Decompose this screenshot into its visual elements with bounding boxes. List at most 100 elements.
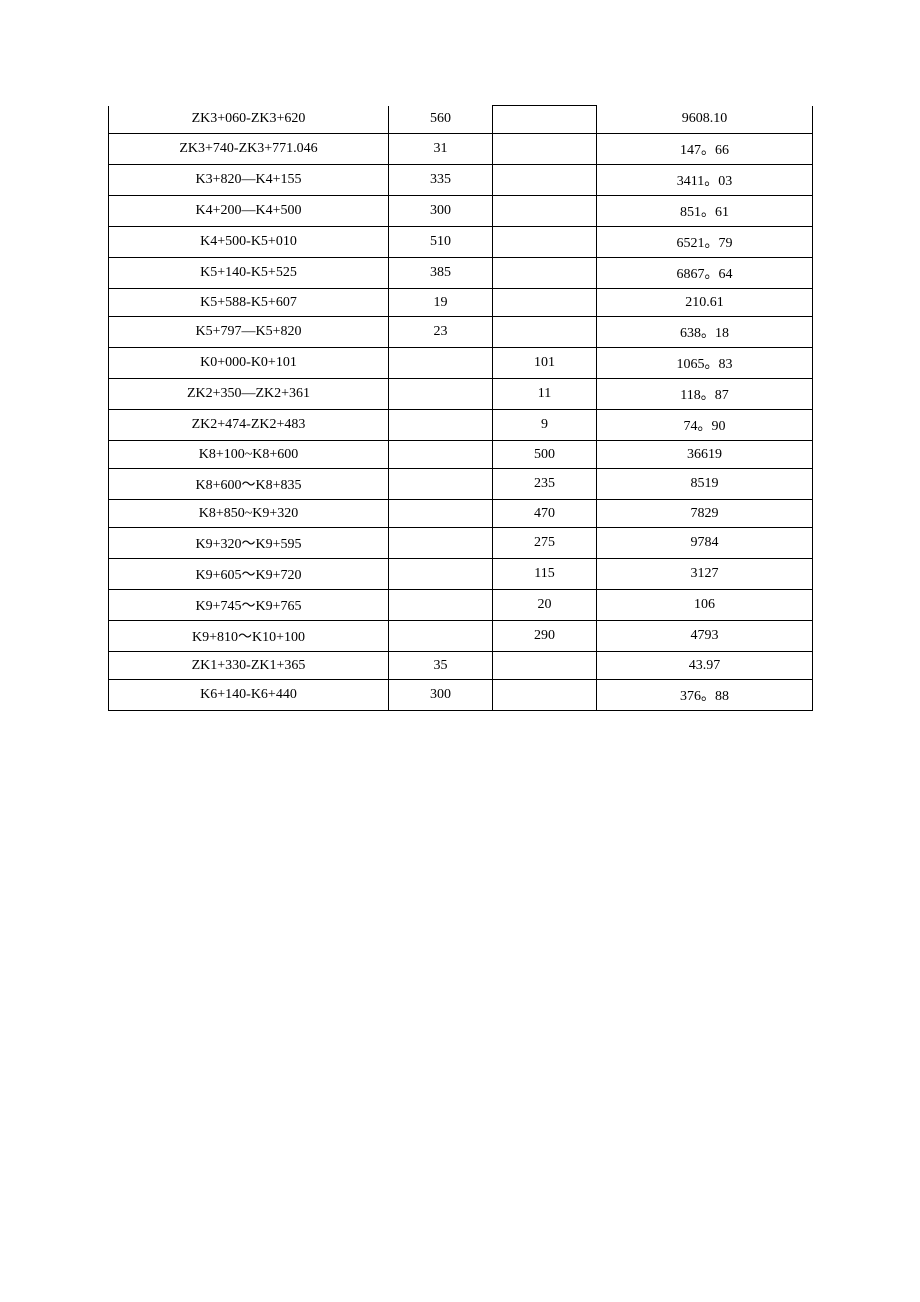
table-cell: 9784 bbox=[597, 528, 813, 559]
table-cell: 101 bbox=[493, 348, 597, 379]
table-cell bbox=[389, 500, 493, 528]
table-cell: K8+600～K8+835 bbox=[109, 469, 389, 500]
table-cell bbox=[389, 528, 493, 559]
table-row: K3+820—K4+155335 3411。03 bbox=[109, 165, 813, 196]
table-cell: ZK2+474-ZK2+483 bbox=[109, 410, 389, 441]
table-cell: 210.61 bbox=[597, 289, 813, 317]
table-cell bbox=[493, 317, 597, 348]
table-cell: 118。87 bbox=[597, 379, 813, 410]
table-cell: K9+810～K10+100 bbox=[109, 621, 389, 652]
table-cell: 300 bbox=[389, 196, 493, 227]
table-cell: 9 bbox=[493, 410, 597, 441]
table-cell: 74。90 bbox=[597, 410, 813, 441]
table-cell: ZK3+740-ZK3+771.046 bbox=[109, 134, 389, 165]
table-cell: 115 bbox=[493, 559, 597, 590]
table-cell: K5+797—K5+820 bbox=[109, 317, 389, 348]
table-row: K8+100~K8+600 50036619 bbox=[109, 441, 813, 469]
table-cell bbox=[389, 441, 493, 469]
table-cell: 470 bbox=[493, 500, 597, 528]
table-cell: K9+605～K9+720 bbox=[109, 559, 389, 590]
table-cell bbox=[389, 590, 493, 621]
table-cell bbox=[389, 621, 493, 652]
table-cell: 3127 bbox=[597, 559, 813, 590]
table-cell bbox=[389, 410, 493, 441]
table-cell bbox=[493, 258, 597, 289]
table-cell: 7829 bbox=[597, 500, 813, 528]
table-cell: 147。66 bbox=[597, 134, 813, 165]
table-cell bbox=[389, 379, 493, 410]
table-cell bbox=[493, 680, 597, 711]
table-row: K9+745～K9+765 20106 bbox=[109, 590, 813, 621]
table-cell bbox=[389, 469, 493, 500]
data-table: ZK3+060-ZK3+6205609608.10ZK3+740-ZK3+771… bbox=[108, 105, 813, 711]
table-cell: 31 bbox=[389, 134, 493, 165]
table-row: ZK3+740-ZK3+771.04631 147。66 bbox=[109, 134, 813, 165]
table-row: ZK2+474-ZK2+483 974。90 bbox=[109, 410, 813, 441]
table-cell: K5+140-K5+525 bbox=[109, 258, 389, 289]
table-cell: 638。18 bbox=[597, 317, 813, 348]
table-cell: K4+200—K4+500 bbox=[109, 196, 389, 227]
table-cell bbox=[493, 165, 597, 196]
table-cell: 23 bbox=[389, 317, 493, 348]
table-cell: 560 bbox=[389, 106, 493, 134]
table-cell: K9+320～K9+595 bbox=[109, 528, 389, 559]
table-cell: 43.97 bbox=[597, 652, 813, 680]
table-cell: 106 bbox=[597, 590, 813, 621]
table-row: K5+588-K5+60719 210.61 bbox=[109, 289, 813, 317]
table-cell bbox=[493, 289, 597, 317]
table-cell: 385 bbox=[389, 258, 493, 289]
table-cell: 1065。83 bbox=[597, 348, 813, 379]
table-cell bbox=[493, 196, 597, 227]
table-cell bbox=[493, 652, 597, 680]
table-row: K0+000-K0+101 1011065。83 bbox=[109, 348, 813, 379]
table-row: ZK1+330-ZK1+36535 43.97 bbox=[109, 652, 813, 680]
table-cell bbox=[493, 134, 597, 165]
table-cell: K5+588-K5+607 bbox=[109, 289, 389, 317]
table-row: K8+850~K9+320 4707829 bbox=[109, 500, 813, 528]
table-cell: K8+850~K9+320 bbox=[109, 500, 389, 528]
table-cell: 36619 bbox=[597, 441, 813, 469]
table-row: K5+797—K5+82023 638。18 bbox=[109, 317, 813, 348]
table-row: K9+320～K9+5952759784 bbox=[109, 528, 813, 559]
table-row: K5+140-K5+525385 6867。64 bbox=[109, 258, 813, 289]
table-cell: K0+000-K0+101 bbox=[109, 348, 389, 379]
table-row: K4+200—K4+500300 851。61 bbox=[109, 196, 813, 227]
table-cell: K4+500-K5+010 bbox=[109, 227, 389, 258]
table-row: ZK3+060-ZK3+620560 9608.10 bbox=[109, 106, 813, 134]
table-row: ZK2+350—ZK2+361 11118。87 bbox=[109, 379, 813, 410]
table-row: K4+500-K5+010510 6521。79 bbox=[109, 227, 813, 258]
table-cell: 6867。64 bbox=[597, 258, 813, 289]
table-row: K9+810～K10+100 2904793 bbox=[109, 621, 813, 652]
table-row: K6+140-K6+440300 376。88 bbox=[109, 680, 813, 711]
table-cell: 4793 bbox=[597, 621, 813, 652]
table-cell: 20 bbox=[493, 590, 597, 621]
table-cell: K3+820—K4+155 bbox=[109, 165, 389, 196]
table-cell: 500 bbox=[493, 441, 597, 469]
table-cell: 335 bbox=[389, 165, 493, 196]
table-cell: 290 bbox=[493, 621, 597, 652]
table-cell bbox=[493, 106, 597, 134]
table-cell bbox=[389, 559, 493, 590]
table-row: K8+600～K8+835 2358519 bbox=[109, 469, 813, 500]
table-cell bbox=[389, 348, 493, 379]
table-row: K9+605～K9+720 1153127 bbox=[109, 559, 813, 590]
table-cell: 235 bbox=[493, 469, 597, 500]
table-cell: ZK3+060-ZK3+620 bbox=[109, 106, 389, 134]
table-cell: 8519 bbox=[597, 469, 813, 500]
table-cell: 510 bbox=[389, 227, 493, 258]
table-cell: ZK1+330-ZK1+365 bbox=[109, 652, 389, 680]
table-cell: ZK2+350—ZK2+361 bbox=[109, 379, 389, 410]
table-cell: 11 bbox=[493, 379, 597, 410]
table-cell: K8+100~K8+600 bbox=[109, 441, 389, 469]
table-cell: 35 bbox=[389, 652, 493, 680]
table-cell: 9608.10 bbox=[597, 106, 813, 134]
table-cell: 6521。79 bbox=[597, 227, 813, 258]
table-cell: 376。88 bbox=[597, 680, 813, 711]
table-cell bbox=[493, 227, 597, 258]
table-cell: 3411。03 bbox=[597, 165, 813, 196]
table-cell: 19 bbox=[389, 289, 493, 317]
table-cell: K9+745～K9+765 bbox=[109, 590, 389, 621]
table-cell: 851。61 bbox=[597, 196, 813, 227]
table-cell: K6+140-K6+440 bbox=[109, 680, 389, 711]
table-cell: 300 bbox=[389, 680, 493, 711]
